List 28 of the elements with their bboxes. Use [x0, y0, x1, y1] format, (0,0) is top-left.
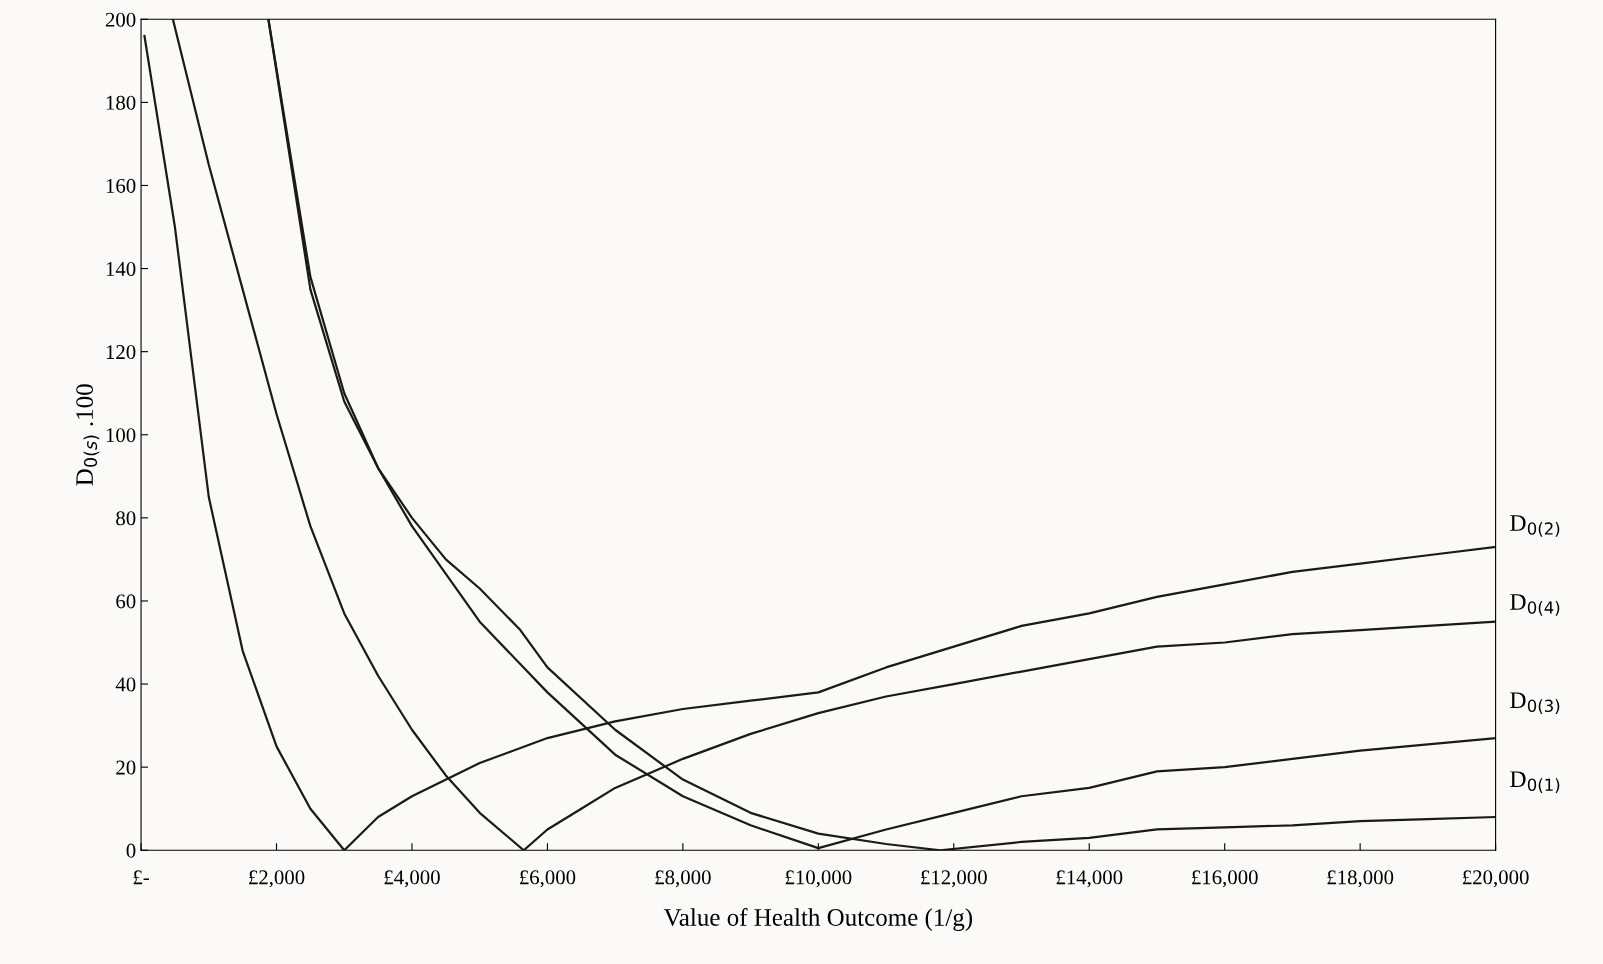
- x-tick-label: £-: [133, 870, 149, 885]
- x-tick-label: £14,000: [1056, 870, 1123, 888]
- y-tick-label: 180: [106, 95, 136, 110]
- y-tick-label: 40: [115, 677, 136, 692]
- y-tick-label: 200: [105, 12, 136, 27]
- x-tick-label: £18,000: [1327, 870, 1394, 888]
- series-label: D$_{0(1)}$: [1510, 771, 1560, 793]
- x-axis-title: Value of Health Outcome (1/g): [663, 908, 973, 932]
- x-tick-label: £10,000: [785, 870, 852, 888]
- series-label: D$_{0(4)}$: [1510, 594, 1560, 616]
- x-tick-label: £8,000: [655, 870, 711, 888]
- x-tick-label: £2,000: [249, 870, 305, 888]
- series-label: D$_{0(3)}$: [1510, 692, 1560, 714]
- y-tick-label: 160: [106, 178, 136, 193]
- y-tick-label: 100: [106, 428, 136, 443]
- y-tick-label: 80: [116, 511, 136, 526]
- y-tick-label: 140: [106, 261, 136, 276]
- x-tick-label: £4,000: [384, 870, 440, 888]
- x-tick-label: £12,000: [921, 870, 987, 888]
- series-label: D$_{0(2)}$: [1510, 515, 1560, 537]
- y-tick-label: 0: [126, 843, 136, 858]
- y-axis-title: D$_{0(s)}$ .100: [76, 384, 100, 486]
- y-tick-label: 120: [106, 345, 136, 360]
- x-tick-label: £16,000: [1192, 870, 1258, 888]
- y-tick-label: 20: [116, 760, 136, 775]
- y-tick-label: 60: [116, 594, 136, 609]
- x-tick-label: £6,000: [520, 870, 576, 888]
- x-tick-label: £20,000: [1462, 870, 1529, 888]
